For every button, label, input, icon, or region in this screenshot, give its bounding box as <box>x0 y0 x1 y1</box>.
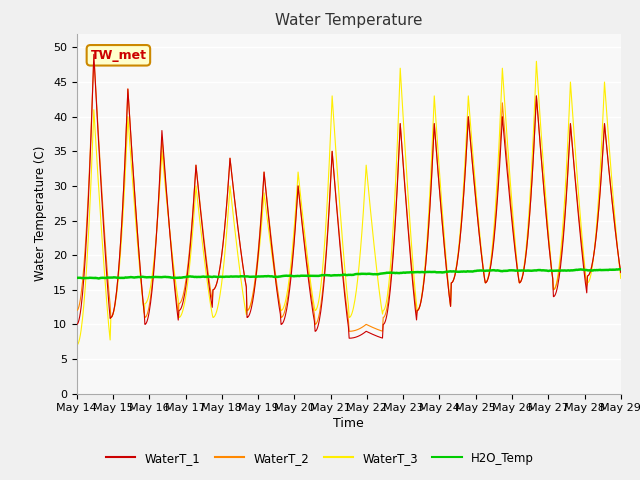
H2O_Temp <box>138 274 145 280</box>
WaterT_1 <box>285 292 292 298</box>
WaterT_2 <box>437 201 445 207</box>
WaterT_1 <box>264 212 272 217</box>
Title: Water Temperature: Water Temperature <box>275 13 422 28</box>
H2O_Temp <box>95 276 102 281</box>
X-axis label: Time: Time <box>333 418 364 431</box>
Text: TW_met: TW_met <box>90 49 147 62</box>
WaterT_2 <box>264 210 272 216</box>
WaterT_1 <box>138 280 145 286</box>
WaterT_2 <box>617 270 625 276</box>
H2O_Temp <box>617 266 625 272</box>
WaterT_2 <box>138 280 145 286</box>
H2O_Temp <box>285 273 292 279</box>
WaterT_2 <box>237 252 245 257</box>
Line: WaterT_1: WaterT_1 <box>77 54 621 338</box>
WaterT_3 <box>73 342 81 348</box>
H2O_Temp <box>406 270 413 276</box>
WaterT_1 <box>437 201 445 207</box>
WaterT_3 <box>264 219 271 225</box>
WaterT_1 <box>406 251 414 257</box>
WaterT_2 <box>346 328 353 334</box>
WaterT_2 <box>73 308 81 313</box>
WaterT_3 <box>237 274 244 280</box>
Line: WaterT_3: WaterT_3 <box>77 61 621 345</box>
Line: WaterT_2: WaterT_2 <box>77 54 621 331</box>
H2O_Temp <box>436 269 444 275</box>
Legend: WaterT_1, WaterT_2, WaterT_3, H2O_Temp: WaterT_1, WaterT_2, WaterT_3, H2O_Temp <box>101 447 539 469</box>
WaterT_3 <box>532 59 540 64</box>
H2O_Temp <box>237 274 245 279</box>
WaterT_3 <box>435 166 443 171</box>
H2O_Temp <box>73 275 81 281</box>
Y-axis label: Water Temperature (C): Water Temperature (C) <box>35 146 47 281</box>
WaterT_3 <box>405 202 413 208</box>
H2O_Temp <box>616 266 623 272</box>
WaterT_1 <box>90 51 98 57</box>
H2O_Temp <box>264 273 272 279</box>
WaterT_1 <box>346 336 353 341</box>
WaterT_3 <box>284 284 292 289</box>
WaterT_1 <box>237 252 245 257</box>
WaterT_3 <box>617 276 625 281</box>
WaterT_3 <box>137 276 145 282</box>
WaterT_2 <box>285 287 292 293</box>
WaterT_1 <box>617 270 625 276</box>
WaterT_2 <box>406 247 414 252</box>
WaterT_1 <box>73 322 81 327</box>
Line: H2O_Temp: H2O_Temp <box>77 269 621 278</box>
WaterT_2 <box>90 51 98 57</box>
